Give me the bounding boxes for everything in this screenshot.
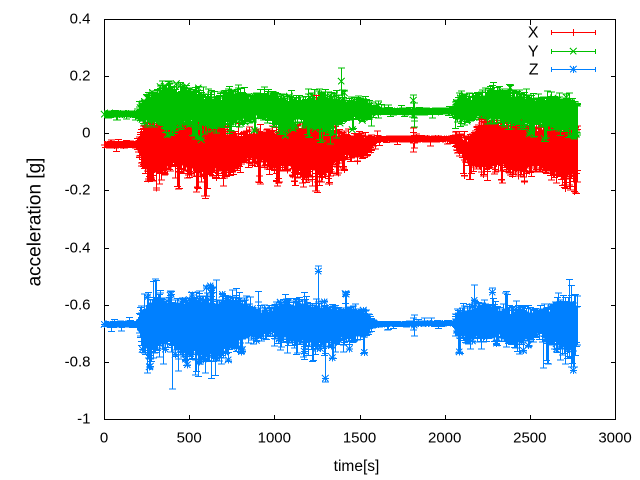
- svg-text:500: 500: [177, 430, 202, 447]
- svg-text:time[s]: time[s]: [334, 458, 380, 475]
- svg-text:0.4: 0.4: [70, 11, 91, 28]
- svg-text:-0.6: -0.6: [65, 297, 91, 314]
- svg-text:acceleration [g]: acceleration [g]: [25, 158, 46, 287]
- svg-text:-0.8: -0.8: [65, 354, 91, 371]
- svg-text:-0.4: -0.4: [65, 240, 91, 257]
- svg-text:2000: 2000: [428, 430, 461, 447]
- svg-text:X: X: [528, 25, 539, 42]
- svg-text:-1: -1: [77, 411, 90, 428]
- svg-text:-0.2: -0.2: [65, 182, 91, 199]
- svg-text:1500: 1500: [343, 430, 376, 447]
- svg-text:1000: 1000: [258, 430, 291, 447]
- svg-text:Y: Y: [528, 44, 539, 61]
- svg-text:0.2: 0.2: [70, 68, 91, 85]
- svg-text:Z: Z: [529, 62, 539, 79]
- svg-text:0: 0: [100, 430, 108, 447]
- svg-text:0: 0: [82, 125, 90, 142]
- svg-text:3000: 3000: [598, 430, 631, 447]
- svg-text:2500: 2500: [513, 430, 546, 447]
